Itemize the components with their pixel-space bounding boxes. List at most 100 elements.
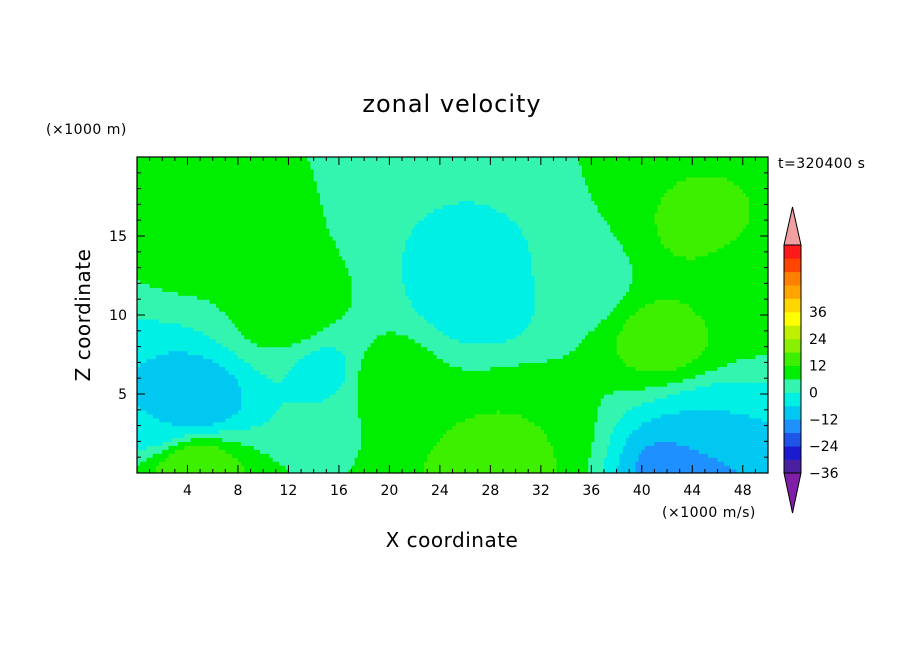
heatmap-cell [146,200,151,205]
heatmap-cell [193,322,198,328]
heatmap-cell [165,157,170,162]
heatmap-cell [143,362,148,367]
heatmap-cell [165,405,170,411]
heatmap-cell [168,449,173,454]
heatmap-cell [159,318,163,324]
heatmap-cell [137,243,141,249]
heatmap-cell [171,421,176,427]
heatmap-cell [174,445,179,450]
heatmap-cell [171,449,176,454]
heatmap-cell [168,421,173,427]
heatmap-cell [203,346,208,352]
heatmap-cell [137,350,141,356]
heatmap-cell [165,409,170,415]
heatmap-cell [159,390,163,395]
heatmap-cell [137,160,141,166]
heatmap-cell [174,255,179,261]
heatmap-cell [184,469,189,473]
heatmap-cell [146,421,151,427]
heatmap-cell [174,192,179,198]
heatmap-cell [162,441,166,446]
heatmap-cell [159,180,163,186]
heatmap-cell [174,433,179,439]
heatmap-cell [200,338,204,344]
heatmap-cell [190,378,195,383]
heatmap-cell [196,220,201,225]
heatmap-cell [178,366,182,371]
heatmap-cell [174,449,179,454]
heatmap-cell [165,346,170,352]
heatmap-cell [193,307,198,312]
heatmap-cell [140,366,144,371]
heatmap-cell [193,224,198,229]
heatmap-cell [165,236,170,241]
heatmap-cell [155,338,160,344]
heatmap-cell [152,370,157,375]
heatmap-cell [193,370,198,375]
heatmap-cell [174,354,179,360]
heatmap-cell [174,425,179,431]
heatmap-cell [203,358,208,363]
heatmap-cell [171,164,176,170]
heatmap-cell [162,315,166,320]
heatmap-cell [152,239,157,245]
heatmap-cell [196,374,201,379]
heatmap-cell [174,362,179,367]
heatmap-cell [159,271,163,277]
heatmap-cell [149,180,154,186]
heatmap-cell [187,469,192,473]
heatmap-cell [190,318,195,324]
heatmap-cell [152,330,157,336]
heatmap-cell [193,180,198,186]
heatmap-cell [152,429,157,435]
heatmap-cell [196,251,201,257]
heatmap-cell [140,334,144,340]
heatmap-cell [137,421,141,427]
heatmap-cell [171,200,176,205]
heatmap-cell [184,449,189,454]
heatmap-cell [146,386,151,391]
heatmap-cell [196,291,201,296]
heatmap-cell [181,445,185,450]
heatmap-cell [168,322,173,328]
heatmap-cell [200,255,204,261]
heatmap-cell [178,334,182,340]
heatmap-cell [200,263,204,269]
heatmap-cell [159,366,163,371]
heatmap-cell [174,271,179,277]
heatmap-cell [184,157,189,162]
heatmap-cell [196,461,201,466]
heatmap-cell [146,295,151,300]
heatmap-cell [137,366,141,371]
heatmap-cell [168,465,173,470]
heatmap-cell [203,441,208,446]
heatmap-cell [162,358,166,363]
heatmap-cell [187,378,192,383]
heatmap-cell [171,157,176,162]
heatmap-cell [168,291,173,296]
heatmap-cell [196,212,201,217]
heatmap-cell [162,386,166,391]
heatmap-cell [165,342,170,348]
heatmap-cell [193,232,198,237]
heatmap-cell [140,200,144,205]
heatmap-cell [159,259,163,265]
heatmap-cell [143,433,148,439]
heatmap-cell [168,267,173,273]
heatmap-cell [140,346,144,352]
heatmap-cell [178,374,182,379]
heatmap-cell [171,267,176,273]
heatmap-cell [149,330,154,336]
heatmap-cell [184,283,189,288]
heatmap-cell [190,196,195,202]
heatmap-cell [190,334,195,340]
heatmap-cell [196,311,201,316]
heatmap-cell [171,346,176,352]
heatmap-cell [165,322,170,328]
heatmap-cell [190,394,195,399]
heatmap-cell [190,390,195,395]
heatmap-cell [140,382,144,387]
heatmap-cell [165,303,170,308]
heatmap-cell [196,346,201,352]
heatmap-cell [152,295,157,300]
